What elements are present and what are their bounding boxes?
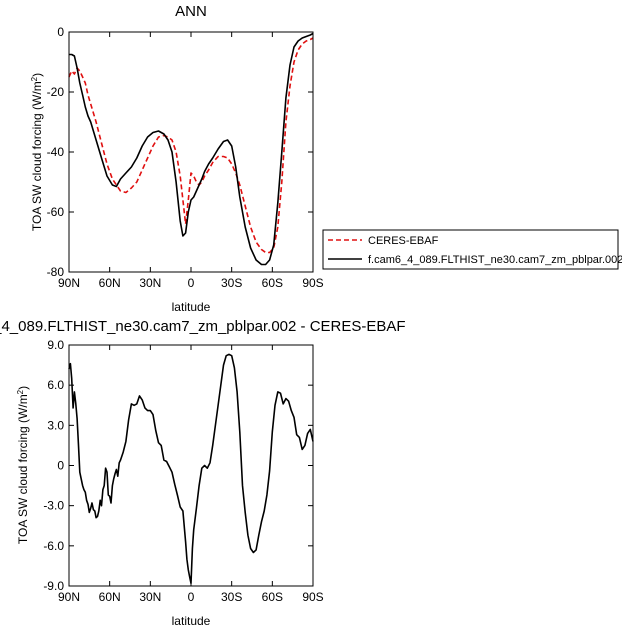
panel-1-ylabel: TOA SW cloud forcing (W/m2): [30, 73, 44, 231]
legend: CERES-EBAF f.cam6_4_089.FLTHIST_ne30.cam…: [322, 229, 622, 270]
panel-2-ylabel: TOA SW cloud forcing (W/m2): [16, 386, 30, 544]
panel-2-y-tick-label: -3.0: [43, 499, 64, 513]
panel-1-x-tick-label: 60S: [262, 276, 283, 290]
panel-1-title: ANN: [175, 3, 207, 20]
panel-2-y-tick-label: 6.0: [47, 378, 64, 392]
panel-1-y-tick-label: -40: [47, 145, 65, 159]
panel-2-x-tick-label: 30N: [139, 590, 161, 604]
panel-1-y-tick-label: -60: [47, 205, 65, 219]
panel-1-x-tick-label: 30S: [221, 276, 242, 290]
panel-1-x-tick-label: 60N: [99, 276, 121, 290]
panel-2-xlabel: latitude: [172, 614, 211, 628]
panel-2-y-tick-label: 9.0: [47, 338, 64, 352]
panel-1-y-tick-label: -80: [47, 265, 65, 279]
panel-2-x-tick-label: 60S: [262, 590, 283, 604]
panel-1-series-line-2: [69, 32, 314, 266]
panel-2-series-line-1: [68, 353, 314, 585]
panel-1-x-tick-label: 0: [188, 276, 195, 290]
panel-2-x-tick-label: 0: [188, 590, 195, 604]
panel-1-xlabel: latitude: [172, 300, 211, 314]
panel-1-y-tick-label: -20: [47, 85, 65, 99]
panel-1-y-tick-label: 0: [57, 25, 64, 39]
panel-1-x-tick-label: 90N: [58, 276, 80, 290]
panel-2-y-tick-label: 3.0: [47, 418, 64, 432]
panel-2-x-tick-label: 60N: [99, 590, 121, 604]
legend-label-model: f.cam6_4_089.FLTHIST_ne30.cam7_zm_pblpar…: [368, 254, 622, 266]
panel-2-frame: [68, 344, 314, 587]
panel-2-x-tick-label: 90S: [302, 590, 323, 604]
panel-2-y-tick-label: -9.0: [43, 579, 64, 593]
panel-1-x-tick-label: 90S: [302, 276, 323, 290]
panel-2-y-tick-label: -6.0: [43, 539, 64, 553]
panel-2-x-tick-label: 30S: [221, 590, 242, 604]
panel-2-title: n6_4_089.FLTHIST_ne30.cam7_zm_pblpar.002…: [0, 318, 406, 335]
panel-2-y-tick-label: 0: [57, 459, 64, 473]
legend-label-ceres: CERES-EBAF: [368, 235, 439, 247]
panel-2-plot-area: 90N 60N 30N 0 30S 60S 90S 9.0 6.0 3.0 0 -3.0 -6.0 -9.…: [43, 338, 323, 604]
panel-1-plot-area: 90N 60N 30N 0 30S 60S 90S 0 -20 -40 -60 -80: [47, 25, 324, 290]
legend-box: [322, 229, 619, 270]
panel-2-x-tick-label: 90N: [58, 590, 80, 604]
panel-annual-mean: ANN TOA SW cloud forcing (W/m2) latitude…: [30, 3, 622, 314]
panel-difference: n6_4_089.FLTHIST_ne30.cam7_zm_pblpar.002…: [0, 318, 406, 628]
panel-1-x-tick-label: 30N: [139, 276, 161, 290]
panel-1-frame: [68, 31, 314, 273]
